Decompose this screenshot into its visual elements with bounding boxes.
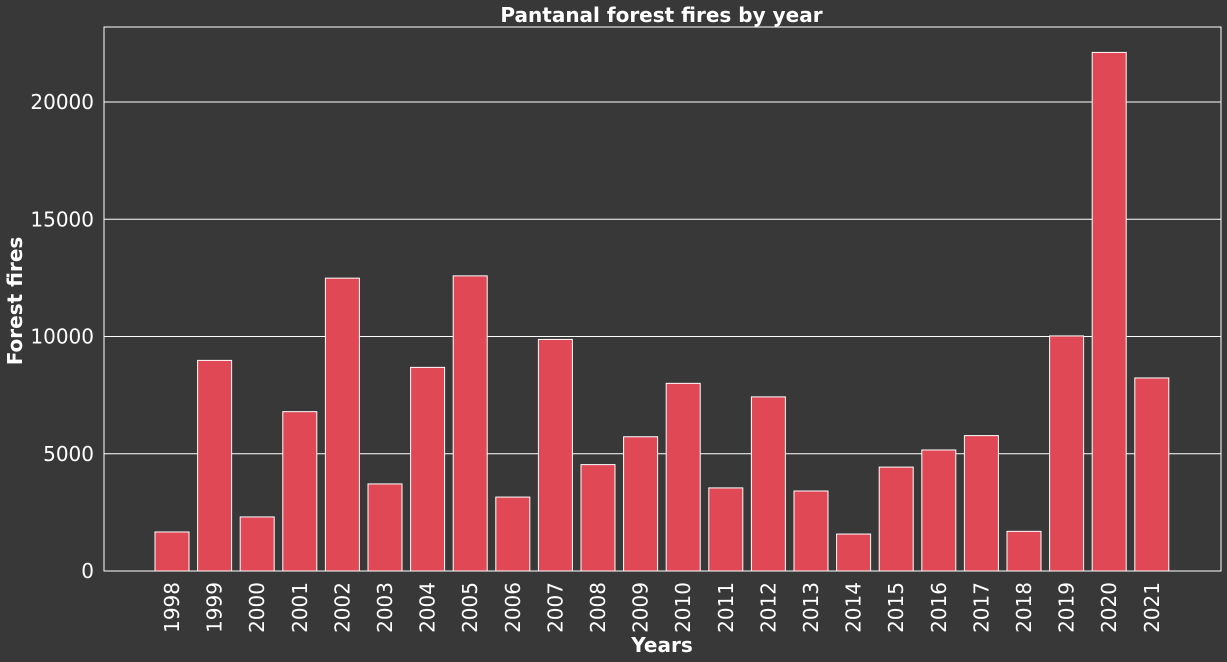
bar-1999 [197,359,233,572]
x-tick-label: 2019 [1055,582,1079,633]
x-tick-label: 2000 [245,582,269,633]
y-tick-label: 20000 [30,90,94,114]
bar-2020 [1091,51,1127,572]
bars [154,51,1170,572]
x-tick-label: 2004 [416,582,440,633]
bar-2009 [623,436,659,572]
x-tick-label: 2001 [288,582,312,633]
x-tick-label: 2007 [543,582,567,633]
x-tick-label: 2016 [927,582,951,633]
y-axis-label: Forest fires [3,237,27,366]
x-tick-label: 2015 [884,582,908,633]
x-tick-label: 2005 [458,582,482,633]
bar-2005 [452,275,488,572]
x-tick-label: 2021 [1140,582,1164,633]
bar-2017 [963,435,999,572]
y-tick-label: 0 [81,559,94,583]
bar-2012 [750,396,786,572]
y-tick-label: 10000 [30,325,94,349]
bar-2006 [495,496,531,572]
bar-2003 [367,483,403,572]
bar-2001 [282,411,318,572]
x-tick-label: 1999 [203,582,227,633]
x-tick-label: 2002 [330,582,354,633]
x-tick-label: 2003 [373,582,397,633]
bar-2011 [708,487,744,572]
x-tick-label: 2014 [842,582,866,633]
plot-frame [103,26,1222,572]
bar-2008 [580,464,616,572]
x-tick-label: 2008 [586,582,610,633]
bar-2015 [878,466,914,572]
x-tick-label: 2006 [501,582,525,633]
bar-2013 [793,490,829,572]
x-tick-label: 2017 [969,582,993,633]
x-tick-label: 2010 [671,582,695,633]
x-axis-label: Years [630,633,692,657]
x-tick-label: 2013 [799,582,823,633]
bar-2000 [239,516,275,572]
y-tick-labels: 0 5000 10000 15000 20000 [30,90,94,583]
x-tick-label: 2009 [629,582,653,633]
bar-2007 [537,338,573,572]
bar-2021 [1134,377,1170,572]
y-tick-label: 15000 [30,207,94,231]
x-tick-label: 2012 [756,582,780,633]
x-tick-label: 1998 [160,582,184,633]
bar-2019 [1049,335,1085,572]
x-tick-labels: 1998 1999 2000 2001 2002 2003 2004 2005 2006 2007… [160,582,1164,633]
x-tick-label: 2020 [1097,582,1121,633]
bar-2002 [324,277,360,572]
bar-2016 [921,449,957,572]
y-tick-label: 5000 [43,442,94,466]
x-tick-label: 2011 [714,582,738,633]
bar-2018 [1006,530,1042,572]
bar-2010 [665,382,701,572]
bar-2014 [836,533,872,572]
chart-title: Pantanal forest fires by year [500,3,822,27]
bar-1998 [154,531,190,572]
bar-2004 [410,366,446,572]
x-tick-label: 2018 [1012,582,1036,633]
